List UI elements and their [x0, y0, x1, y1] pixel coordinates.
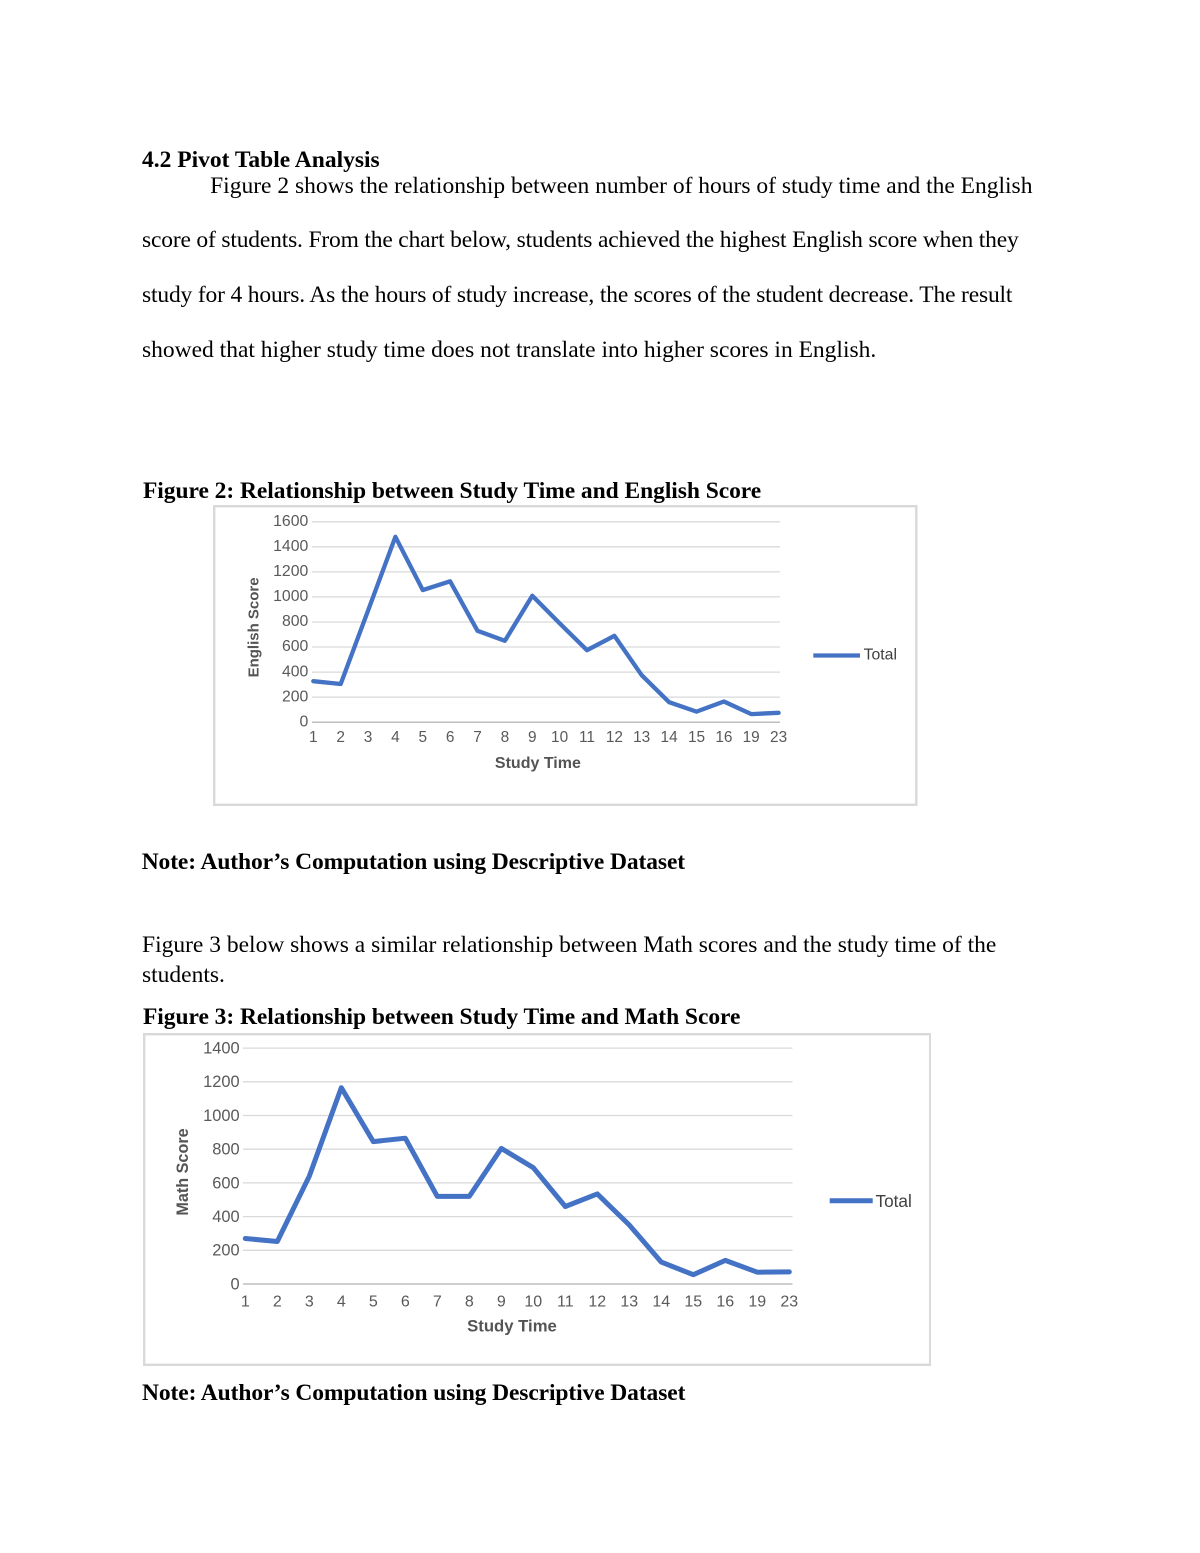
- svg-text:19: 19: [743, 729, 760, 746]
- svg-text:9: 9: [496, 1293, 505, 1310]
- svg-text:1200: 1200: [203, 1073, 239, 1091]
- svg-text:6: 6: [400, 1293, 409, 1310]
- svg-text:3: 3: [304, 1293, 313, 1310]
- svg-text:14: 14: [661, 729, 679, 746]
- svg-text:Study Time: Study Time: [467, 1316, 557, 1335]
- svg-text:1600: 1600: [273, 513, 308, 530]
- svg-text:11: 11: [579, 729, 595, 746]
- svg-text:6: 6: [446, 729, 455, 746]
- svg-text:400: 400: [212, 1208, 239, 1226]
- svg-text:1: 1: [309, 729, 318, 746]
- svg-text:400: 400: [282, 663, 309, 680]
- svg-text:Math Score: Math Score: [174, 1128, 192, 1215]
- svg-text:7: 7: [473, 729, 482, 746]
- svg-text:200: 200: [212, 1241, 239, 1259]
- svg-text:200: 200: [282, 688, 309, 705]
- svg-text:3: 3: [364, 729, 373, 746]
- svg-text:19: 19: [748, 1293, 766, 1310]
- svg-text:1000: 1000: [273, 588, 308, 605]
- svg-text:16: 16: [716, 1293, 734, 1310]
- svg-text:7: 7: [432, 1293, 441, 1310]
- svg-text:4: 4: [336, 1293, 345, 1310]
- svg-text:11: 11: [556, 1293, 573, 1310]
- svg-text:600: 600: [282, 638, 309, 655]
- svg-text:4: 4: [391, 729, 400, 746]
- svg-text:Study Time: Study Time: [495, 754, 581, 771]
- svg-text:8: 8: [464, 1293, 473, 1310]
- svg-text:Total: Total: [875, 1190, 911, 1210]
- svg-text:1400: 1400: [203, 1039, 239, 1057]
- svg-text:15: 15: [684, 1293, 702, 1310]
- svg-text:800: 800: [282, 613, 309, 630]
- svg-text:15: 15: [688, 729, 705, 746]
- svg-text:12: 12: [606, 729, 623, 746]
- svg-text:1: 1: [240, 1293, 249, 1310]
- svg-text:800: 800: [212, 1140, 239, 1158]
- svg-text:23: 23: [770, 729, 787, 746]
- svg-text:0: 0: [300, 713, 309, 730]
- svg-text:16: 16: [715, 729, 732, 746]
- svg-text:Total: Total: [864, 646, 897, 663]
- svg-text:10: 10: [551, 729, 568, 746]
- svg-text:2: 2: [272, 1293, 281, 1310]
- svg-text:13: 13: [620, 1293, 638, 1310]
- svg-text:23: 23: [780, 1293, 798, 1310]
- svg-text:8: 8: [501, 729, 510, 746]
- svg-text:10: 10: [524, 1293, 542, 1310]
- svg-text:12: 12: [588, 1293, 606, 1310]
- svg-text:English Score: English Score: [246, 577, 263, 677]
- svg-text:5: 5: [368, 1293, 377, 1310]
- svg-text:13: 13: [633, 729, 650, 746]
- svg-text:2: 2: [336, 729, 345, 746]
- svg-text:600: 600: [212, 1174, 239, 1192]
- svg-text:9: 9: [528, 729, 537, 746]
- svg-text:1000: 1000: [203, 1106, 239, 1124]
- svg-text:14: 14: [652, 1293, 670, 1310]
- svg-text:5: 5: [419, 729, 428, 746]
- svg-text:0: 0: [230, 1275, 239, 1293]
- svg-text:1400: 1400: [273, 538, 308, 555]
- svg-text:1200: 1200: [273, 563, 308, 580]
